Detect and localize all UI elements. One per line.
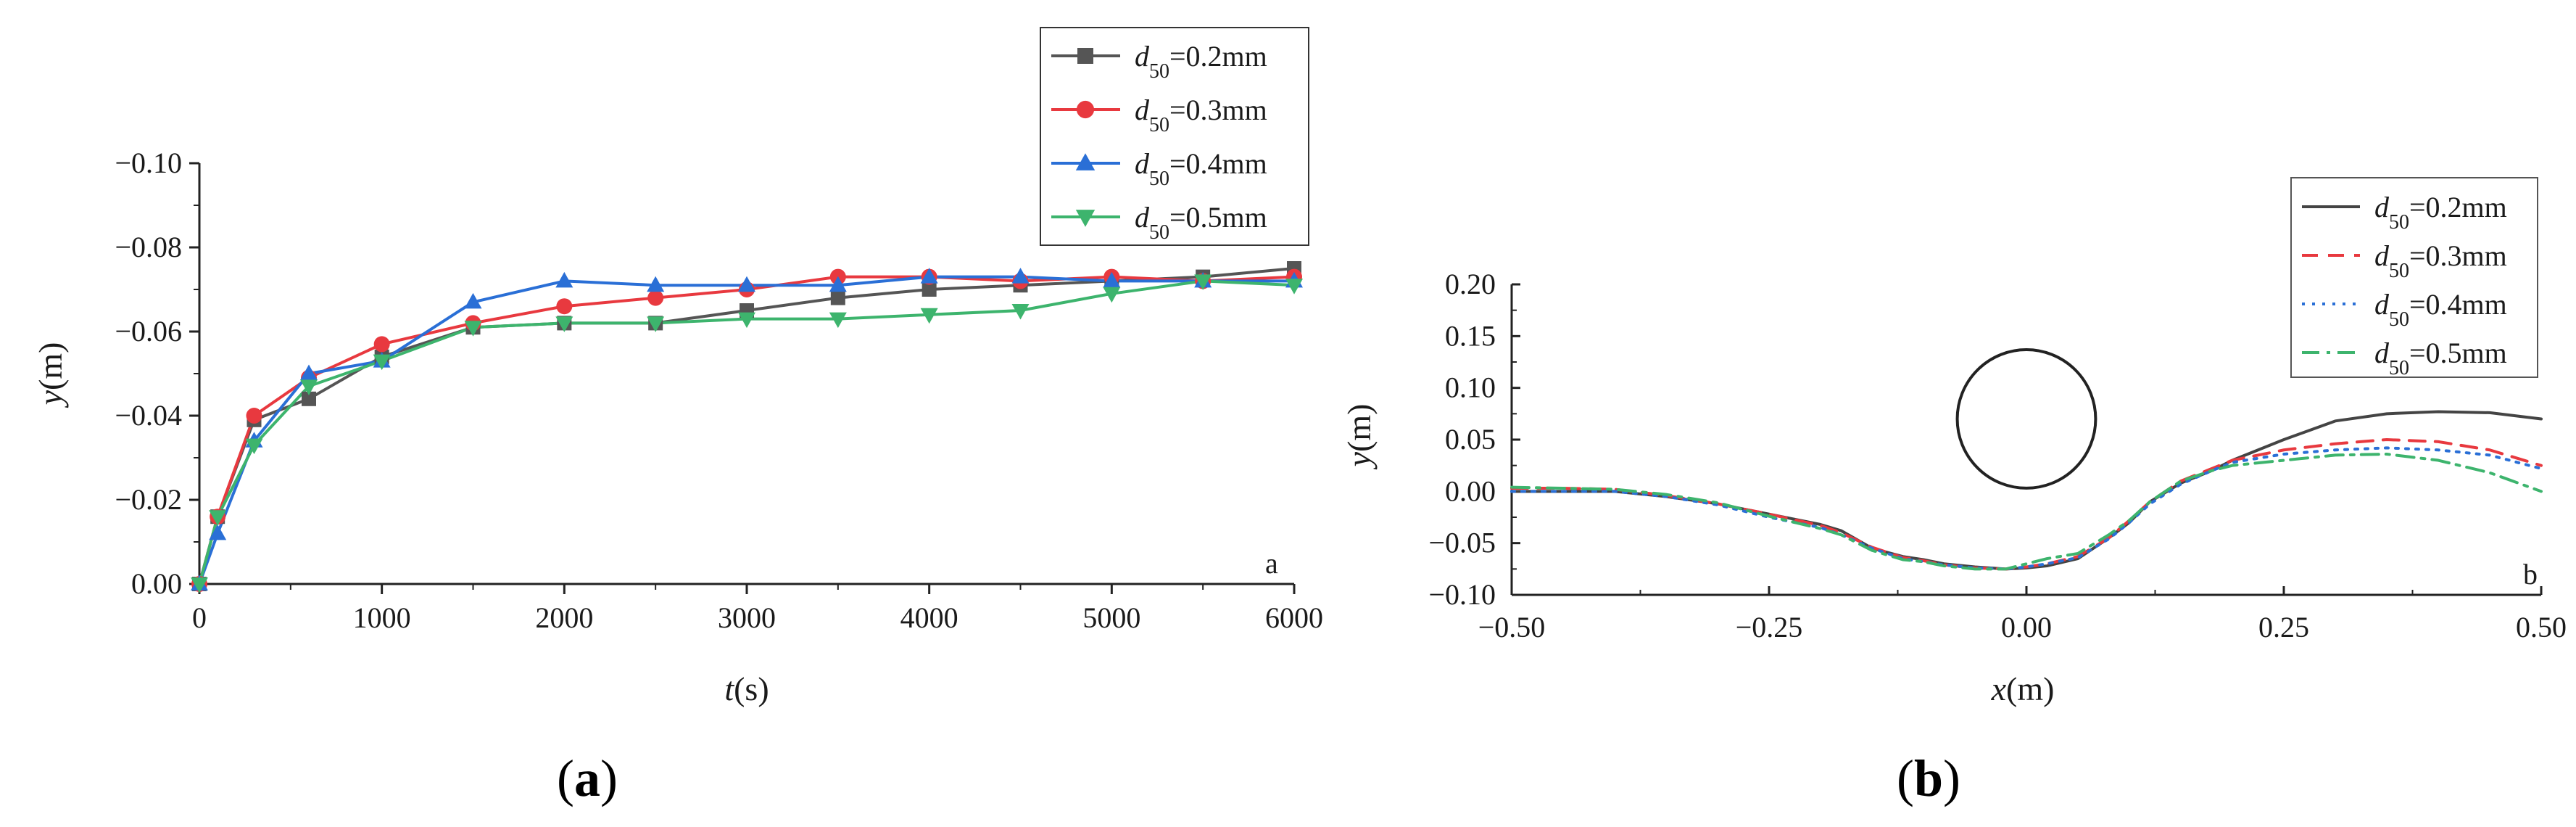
- a-x-ticks: 0 1000 2000 3000 4000 5000 6000: [192, 584, 1323, 634]
- a-series-2-point: [738, 276, 755, 292]
- a-series-3-point: [555, 316, 573, 332]
- b-y-tick-label: 0.15: [1445, 319, 1496, 352]
- a-y-tick-label: 0.00: [131, 567, 182, 600]
- a-x-axis-label: t(s): [724, 670, 769, 707]
- b-caption: (b): [1897, 749, 1960, 807]
- b-x-axis-label: x(m): [1991, 670, 2055, 707]
- b-y-tick-label: −0.05: [1428, 527, 1496, 559]
- a-series-3-point: [647, 316, 665, 332]
- a-series-2-point: [464, 292, 482, 309]
- a-series-3-point: [464, 321, 482, 337]
- b-series-line-3: [1510, 452, 2543, 571]
- a-series-1-point: [246, 408, 262, 424]
- b-x-tick-label: 0.25: [2258, 611, 2309, 643]
- a-y-tick-label: −0.02: [115, 483, 182, 516]
- a-legend-label-0: d50=0.2mm: [1135, 40, 1267, 83]
- b-y-axis-label: y(m): [1341, 404, 1378, 470]
- a-series-2-point: [920, 268, 938, 284]
- a-legend: d50=0.2mm d50=0.3mm d50=0.4mm d50=0.5mm: [1040, 27, 1309, 246]
- a-y-axis-label: y(m): [32, 342, 69, 408]
- a-x-tick-label: 0: [192, 601, 207, 634]
- b-y-tick-label: 0.05: [1445, 423, 1496, 456]
- a-y-tick-label: −0.10: [115, 147, 182, 179]
- a-series-0-point: [302, 391, 316, 406]
- a-series-3-point: [300, 379, 318, 395]
- a-legend-marker-2: [1075, 153, 1096, 170]
- b-series-line-1: [1510, 438, 2543, 571]
- a-x-tick-label: 4000: [900, 601, 958, 634]
- b-series-line-0: [1510, 410, 2543, 571]
- a-series-1-point: [556, 298, 573, 315]
- b-legend-label-1: d50=0.3mm: [2374, 239, 2507, 282]
- a-series-3-point: [1103, 287, 1121, 303]
- b-legend-label-0: d50=0.2mm: [2374, 191, 2507, 234]
- b-y-tick-label: −0.10: [1428, 578, 1496, 611]
- b-pipe-circle: [1955, 348, 2097, 490]
- a-legend-marker-1: [1076, 100, 1095, 119]
- b-x-tick-label: 0.50: [2516, 611, 2567, 643]
- b-panel-tag: b: [2523, 558, 2538, 591]
- b-x-tick-label: −0.50: [1478, 611, 1546, 643]
- a-series-2-point: [647, 276, 665, 292]
- a-x-tick-label: 6000: [1265, 601, 1323, 634]
- a-series-3-point: [191, 577, 208, 593]
- panel-b: −0.10 −0.05 0.00 0.05 0.10 0.15 0.20 −0.50 −0.2…: [1341, 177, 2567, 807]
- a-legend-box: [1040, 27, 1309, 246]
- b-y-tick-label: 0.10: [1445, 371, 1496, 404]
- a-series-2-point: [1103, 271, 1121, 288]
- a-series-0-point: [830, 290, 845, 305]
- a-legend-marker-3: [1075, 210, 1096, 227]
- a-caption: (a): [557, 749, 618, 807]
- b-y-tick-label: 0.00: [1445, 474, 1496, 507]
- b-legend: d50=0.2mm d50=0.3mm d50=0.4mm d50=0.5mm: [2290, 177, 2538, 379]
- b-y-tick-label: 0.20: [1445, 268, 1496, 300]
- a-y-ticks: 0.00 −0.02 −0.04 −0.06 −0.08 −0.10: [115, 147, 199, 600]
- a-series-3-point: [245, 438, 263, 455]
- b-x-tick-label: −0.25: [1736, 611, 1803, 643]
- a-x-tick-label: 5000: [1082, 601, 1140, 634]
- b-legend-label-2: d50=0.4mm: [2374, 288, 2507, 331]
- a-panel-tag: a: [1265, 547, 1278, 580]
- b-x-ticks: −0.50 −0.25 0.00 0.25 0.50: [1478, 586, 2567, 643]
- a-series-2-point: [300, 364, 318, 380]
- a-series-2-point: [555, 271, 573, 288]
- a-series-1-point: [373, 336, 390, 353]
- a-series-3-point: [829, 312, 847, 329]
- a-series-0-point: [922, 282, 937, 297]
- a-series-3-point: [1285, 279, 1303, 295]
- a-series: [191, 261, 1303, 593]
- b-series: [1510, 410, 2543, 571]
- a-x-tick-label: 2000: [535, 601, 593, 634]
- a-legend-marker-0: [1077, 48, 1093, 64]
- a-series-3-point: [373, 354, 391, 371]
- a-series-2-point: [209, 524, 227, 540]
- a-series-3-point: [209, 510, 227, 526]
- b-series-line-2: [1510, 446, 2543, 571]
- b-legend-box: [2290, 177, 2538, 378]
- a-series-3-point: [920, 308, 938, 324]
- a-legend-label-2: d50=0.4mm: [1135, 147, 1267, 190]
- b-legend-label-3: d50=0.5mm: [2374, 337, 2507, 379]
- b-x-tick-label: 0.00: [2001, 611, 2052, 643]
- a-series-1-point: [647, 289, 664, 306]
- a-y-tick-label: −0.06: [115, 315, 182, 347]
- a-y-tick-label: −0.04: [115, 399, 182, 432]
- a-y-tick-label: −0.08: [115, 231, 182, 263]
- b-y-ticks: −0.10 −0.05 0.00 0.05 0.10 0.15 0.20: [1428, 268, 1520, 611]
- a-series-2-point: [829, 276, 847, 292]
- a-series-3-point: [1194, 274, 1212, 290]
- a-x-tick-label: 1000: [353, 601, 411, 634]
- a-legend-label-1: d50=0.3mm: [1135, 94, 1267, 136]
- a-series-2-point: [1011, 268, 1030, 284]
- a-series-3-point: [1011, 304, 1030, 320]
- a-legend-label-3: d50=0.5mm: [1135, 201, 1267, 244]
- a-x-tick-label: 3000: [718, 601, 776, 634]
- a-series-3-point: [738, 312, 755, 329]
- panel-a: 0.00 −0.02 −0.04 −0.06 −0.08 −0.10 0 1000 2000 3…: [32, 27, 1323, 807]
